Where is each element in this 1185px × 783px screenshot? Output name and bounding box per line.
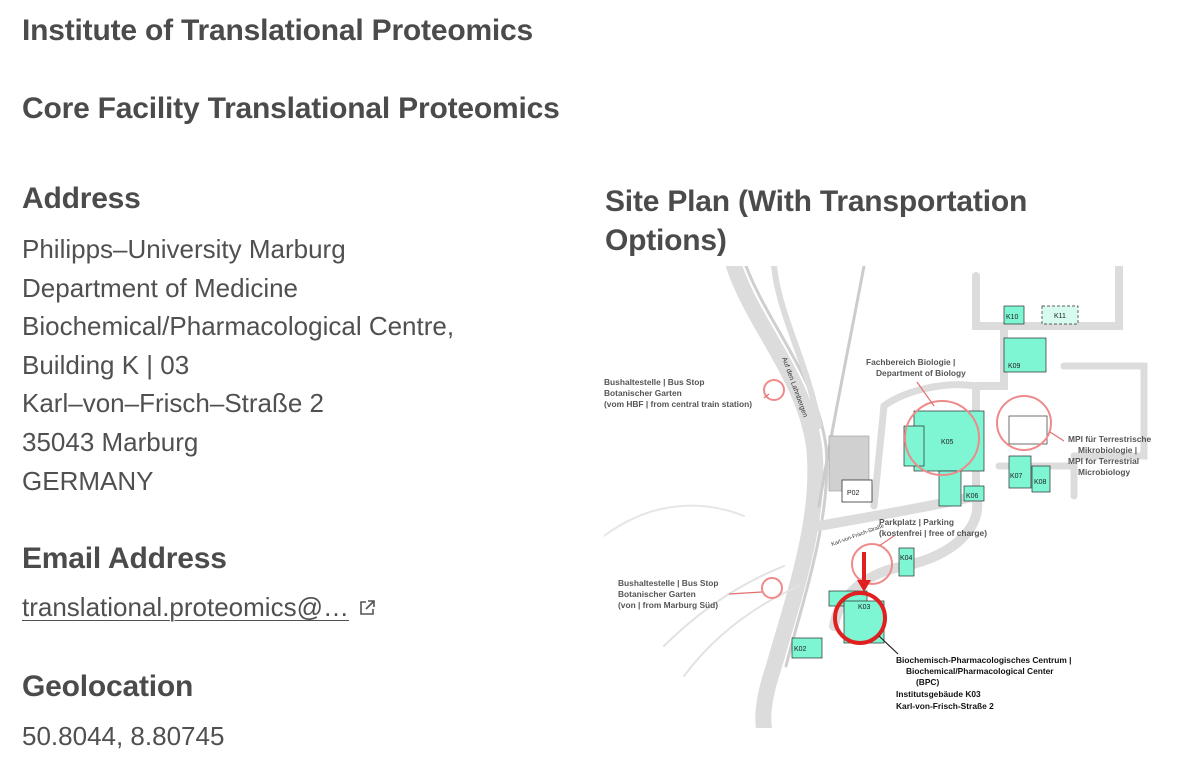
address-line: GERMANY xyxy=(22,465,154,496)
map-label-k05: K05 xyxy=(941,439,954,446)
email-row: translational.proteomics@… xyxy=(22,592,377,623)
parking-line2: (kostenfrei | free of charge) xyxy=(879,528,987,538)
institute-title: Institute of Translational Proteomics xyxy=(22,14,534,47)
bus-stop-1-line1: Bushaltestelle | Bus Stop xyxy=(604,377,705,387)
address-line: Karl–von–Frisch–Straße 2 xyxy=(22,388,325,419)
map-label-k06: K06 xyxy=(966,493,979,500)
address-block: Philipps–University Marburg Department o… xyxy=(22,230,454,500)
address-line: 35043 Marburg xyxy=(22,426,199,457)
map-label-k04: K04 xyxy=(900,555,913,562)
email-link[interactable]: translational.proteomics@… xyxy=(22,592,349,622)
mpi-line3: MPI for Terrestrial xyxy=(1068,456,1139,466)
address-line: Philipps–University Marburg xyxy=(22,234,346,264)
bus-stop-1-line2: Botanischer Garten xyxy=(604,388,682,398)
address-line: Biochemical/Pharmacological Centre, xyxy=(22,311,455,342)
address-line: Department of Medicine xyxy=(22,272,299,303)
map-label-p02: P02 xyxy=(847,490,860,497)
mpi-line1: MPI für Terrestrische xyxy=(1068,434,1151,444)
map-label-k11: K11 xyxy=(1054,313,1066,320)
address-line: Building K | 03 xyxy=(22,349,190,380)
biology-line2: Department of Biology xyxy=(876,368,966,378)
mpi-line2: Mikrobiologie | xyxy=(1078,445,1137,455)
bpc-line4: Institutsgebäude K03 xyxy=(896,689,981,699)
bpc-line5: Karl-von-Frisch-Straße 2 xyxy=(896,701,994,711)
bus-stop-2-line3: (von | from Marburg Süd) xyxy=(618,600,718,610)
map-label-k03: K03 xyxy=(858,604,871,611)
address-heading: Address xyxy=(22,182,141,215)
bpc-line1: Biochemisch-Pharmacologisches Centrum | xyxy=(896,655,1071,665)
bus-stop-2-line2: Botanischer Garten xyxy=(618,589,696,599)
bpc-line3: (BPC) xyxy=(916,677,939,687)
email-heading: Email Address xyxy=(22,542,227,575)
geolocation-value: 50.8044, 8.80745 xyxy=(22,721,225,751)
mpi-line4: Microbiology xyxy=(1078,467,1130,477)
site-plan-map: P02 K10 K11 K09 K05 K07 K08 K06 K04 K03 … xyxy=(604,266,1151,728)
map-label-k10: K10 xyxy=(1006,314,1019,321)
biology-line1: Fachbereich Biologie | xyxy=(866,357,955,367)
external-link-icon[interactable] xyxy=(357,598,377,618)
map-label-k02: K02 xyxy=(794,646,807,653)
map-label-k09: K09 xyxy=(1008,363,1021,370)
bus-stop-2-line1: Bushaltestelle | Bus Stop xyxy=(618,578,719,588)
parking-line1: Parkplatz | Parking xyxy=(879,517,954,527)
map-label-k07: K07 xyxy=(1010,473,1023,480)
facility-title: Core Facility Translational Proteomics xyxy=(22,92,560,125)
geolocation-heading: Geolocation xyxy=(22,670,194,703)
site-plan-heading: Site Plan (With Transportation Options) xyxy=(605,185,1028,257)
map-label-k08: K08 xyxy=(1034,479,1047,486)
bus-stop-1-line3: (vom HBF | from central train station) xyxy=(604,399,752,409)
bpc-line2: Biochemical/Pharmacological Center xyxy=(906,666,1054,676)
